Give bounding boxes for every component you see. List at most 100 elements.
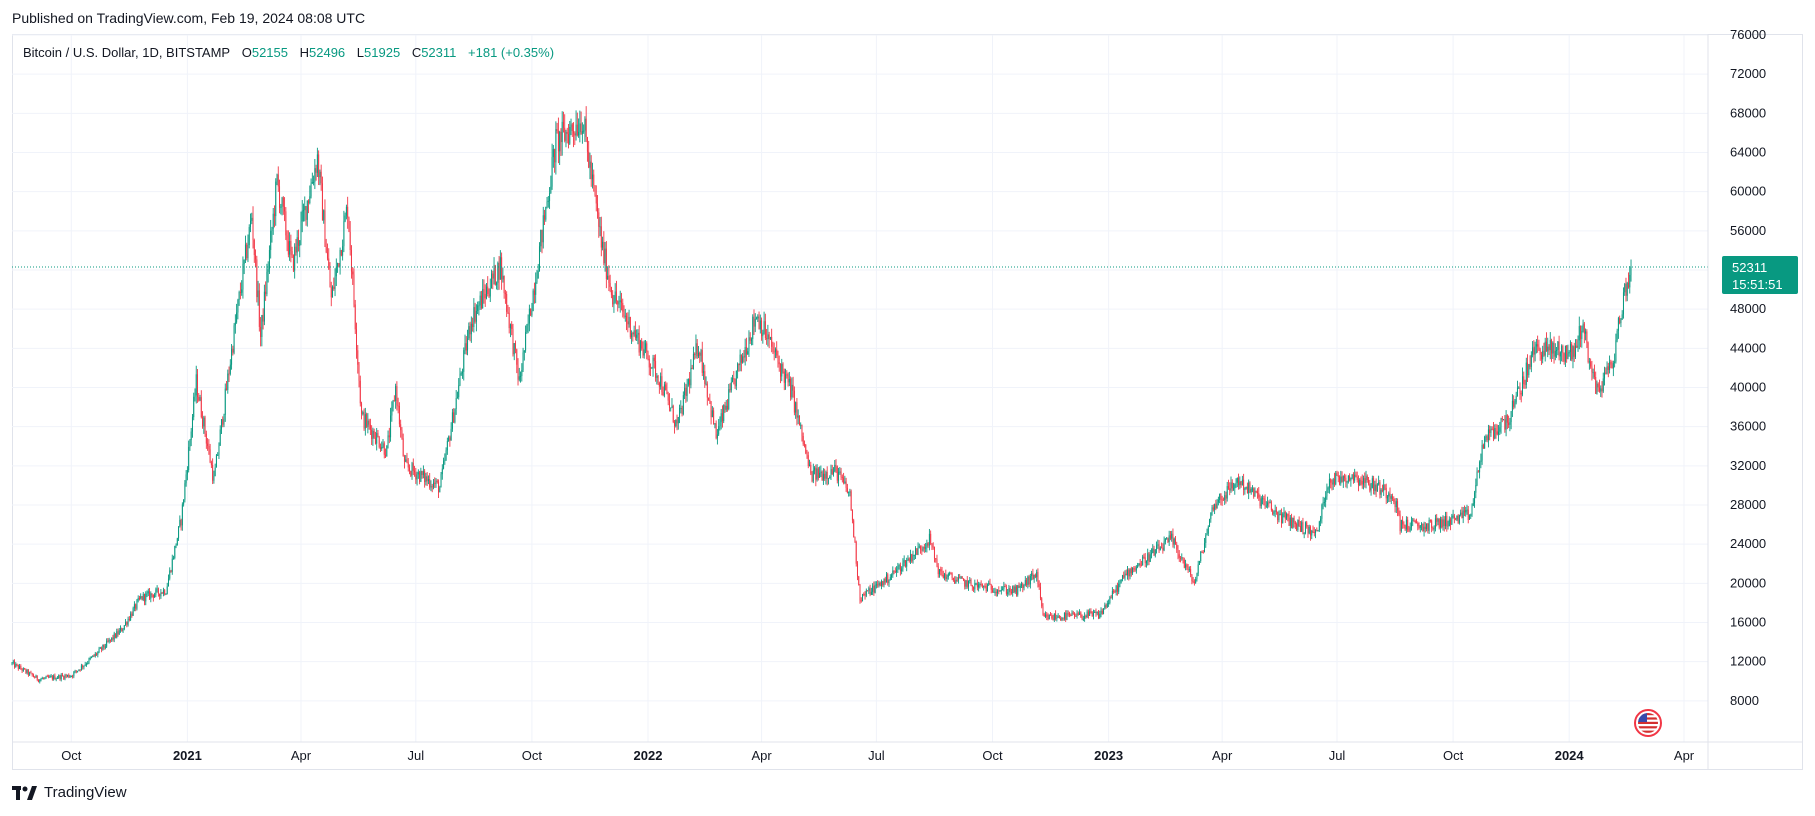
candle-body: [342, 246, 344, 256]
candle: [603, 231, 605, 266]
candle-body: [546, 201, 548, 207]
candle-body: [362, 412, 364, 415]
candle-body: [1118, 583, 1120, 592]
candle-body: [1263, 498, 1265, 500]
candle: [644, 339, 646, 354]
candle: [1009, 585, 1011, 596]
candle: [542, 206, 544, 249]
candle: [1466, 504, 1468, 515]
candle: [1245, 486, 1247, 490]
candle-body: [1421, 523, 1423, 526]
candle: [1291, 513, 1293, 529]
candle: [1616, 328, 1618, 343]
candle-body: [228, 373, 230, 375]
candle: [774, 347, 776, 359]
candle-body: [445, 450, 447, 460]
low-value: 51925: [364, 45, 401, 60]
candle-body: [1485, 436, 1487, 438]
candle: [1105, 603, 1107, 609]
candle: [267, 261, 269, 283]
candle: [359, 375, 361, 407]
candle-body: [1045, 614, 1046, 617]
candle-body: [1149, 554, 1151, 562]
candle-body: [1480, 460, 1482, 463]
candle-body: [974, 583, 976, 590]
candle: [1130, 566, 1132, 577]
candle-body: [667, 393, 669, 401]
candle: [1090, 608, 1092, 614]
candle: [321, 176, 323, 221]
candle: [1109, 595, 1111, 605]
candle: [223, 413, 225, 428]
candle-body: [410, 470, 412, 476]
candle: [1405, 516, 1407, 534]
candle: [1148, 552, 1150, 566]
candle-body: [202, 417, 204, 427]
ohlc-legend: Bitcoin / U.S. Dollar, 1D, BITSTAMP O521…: [23, 45, 554, 60]
candle: [1171, 530, 1173, 542]
y-tick-label: 28000: [1730, 497, 1766, 512]
candle: [748, 330, 750, 357]
candle-body: [773, 351, 775, 353]
candle: [392, 399, 394, 412]
candle-body: [218, 445, 220, 455]
candle: [84, 661, 86, 667]
candle-body: [1009, 588, 1011, 592]
candle-body: [1447, 526, 1449, 528]
candle: [605, 241, 607, 289]
candle-body: [1340, 476, 1342, 484]
candle: [628, 309, 630, 328]
candle-body: [571, 124, 573, 132]
candle-body: [1230, 482, 1232, 491]
candle: [1426, 523, 1428, 532]
candle-body: [656, 375, 658, 378]
candle: [518, 367, 520, 382]
candle-body: [1239, 481, 1241, 486]
candle: [883, 578, 885, 588]
candle-body: [167, 578, 169, 587]
candle: [1115, 584, 1117, 596]
candle-body: [1085, 615, 1087, 618]
candle: [109, 639, 111, 643]
candle: [1270, 500, 1272, 512]
candle-body: [1113, 590, 1115, 592]
candle-body: [520, 375, 522, 377]
candle: [728, 383, 730, 411]
candle: [1474, 490, 1476, 508]
candle-body: [107, 640, 109, 642]
candle: [983, 585, 985, 591]
candle: [479, 291, 481, 310]
candle-body: [747, 351, 749, 355]
candle-body: [203, 417, 205, 427]
candle-body: [1215, 504, 1217, 509]
tradingview-brand[interactable]: TradingView: [12, 784, 127, 801]
candle: [801, 424, 803, 442]
candle: [581, 122, 583, 144]
candle: [710, 401, 712, 425]
candle-body: [157, 588, 159, 594]
candle: [1119, 579, 1121, 588]
candle-body: [1557, 341, 1559, 350]
candle-body: [639, 340, 641, 353]
us-economic-event-icon[interactable]: [1633, 708, 1663, 743]
candle-body: [1123, 575, 1125, 578]
candle-body: [1532, 347, 1534, 355]
candle-body: [1306, 522, 1308, 527]
candle: [300, 211, 302, 246]
candle: [1322, 496, 1324, 510]
symbol-label[interactable]: Bitcoin / U.S. Dollar, 1D, BITSTAMP: [23, 45, 231, 60]
candle-body: [791, 384, 793, 398]
candle: [646, 341, 648, 360]
candle: [1422, 523, 1424, 532]
candle: [1255, 490, 1257, 494]
candle-body: [1280, 513, 1282, 523]
candle: [1509, 417, 1511, 432]
candle-body: [738, 363, 740, 366]
candle: [1412, 517, 1414, 527]
candle: [761, 317, 763, 341]
candle: [1528, 363, 1530, 378]
candle-body: [1477, 471, 1479, 473]
candle-body: [493, 265, 495, 279]
candle-body: [1220, 493, 1222, 500]
